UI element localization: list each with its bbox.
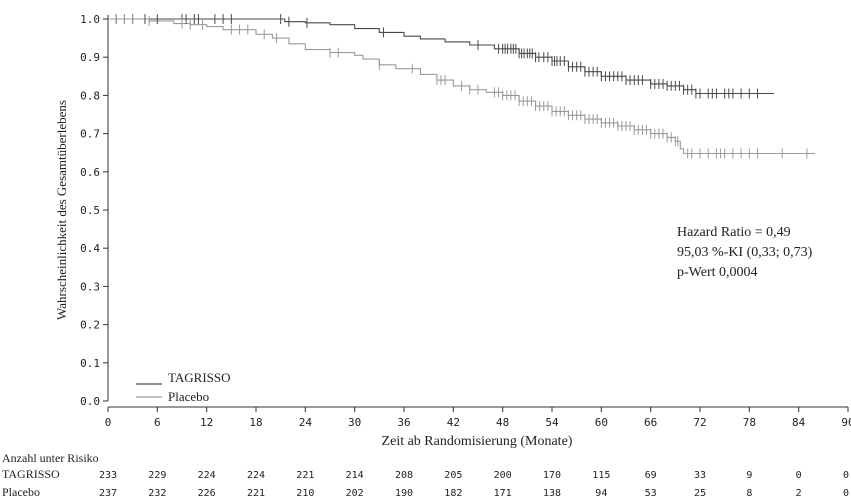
risk-count-placebo: 202 [346,488,364,499]
risk-count-placebo: 232 [148,488,166,499]
confidence-interval-text: 95,03 %-KI (0,33; 0,73) [677,245,813,260]
x-tick-label: 78 [743,416,756,429]
x-tick-label: 72 [693,416,706,429]
y-tick-label: 0.5 [80,204,100,217]
legend-label-tagrisso: TAGRISSO [168,370,231,385]
risk-count-tagrisso: 0 [843,470,849,481]
x-tick-label: 60 [595,416,608,429]
y-tick-label: 1.0 [80,13,100,26]
y-tick-label: 0.3 [80,280,100,293]
x-tick-label: 42 [447,416,460,429]
x-axis-label: Zeit ab Randomisierung (Monate) [382,434,573,449]
x-tick-label: 36 [397,416,410,429]
legend: TAGRISSO Placebo [136,370,231,404]
y-tick-label: 0.1 [80,357,100,370]
legend-label-placebo: Placebo [168,389,209,404]
risk-count-tagrisso: 233 [99,470,117,481]
risk-count-placebo: 226 [198,488,216,499]
risk-count-tagrisso: 229 [148,470,166,481]
risk-count-tagrisso: 224 [247,470,265,481]
risk-count-tagrisso: 69 [645,470,657,481]
risk-count-tagrisso: 200 [494,470,512,481]
risk-count-placebo: 237 [99,488,117,499]
risk-count-tagrisso: 9 [746,470,752,481]
x-tick-label: 54 [545,416,559,429]
x-tick-label: 0 [105,416,112,429]
risk-count-placebo: 171 [494,488,512,499]
y-tick-label: 0.0 [80,395,100,408]
risk-table-title: Anzahl unter Risiko [2,451,99,465]
stats-annotation: Hazard Ratio = 0,49 95,03 %-KI (0,33; 0,… [677,225,813,280]
risk-count-tagrisso: 224 [198,470,216,481]
x-tick-label: 6 [154,416,161,429]
y-tick-label: 0.2 [80,319,100,332]
risk-count-tagrisso: 214 [346,470,364,481]
risk-count-placebo: 8 [746,488,752,499]
y-tick-label: 0.4 [80,242,100,255]
risk-count-tagrisso: 115 [592,470,610,481]
x-tick-label: 48 [496,416,509,429]
y-tick-label: 0.9 [80,51,100,64]
hazard-ratio-text: Hazard Ratio = 0,49 [677,225,791,240]
risk-count-tagrisso: 33 [694,470,706,481]
risk-count-placebo: 94 [595,488,607,499]
y-tick-label: 0.6 [80,166,100,179]
y-axis-label: Wahrscheinlichkeit des Gesamtüberlebens [54,100,69,320]
x-tick-label: 18 [249,416,262,429]
risk-count-placebo: 0 [843,488,849,499]
risk-count-placebo: 221 [247,488,265,499]
risk-count-tagrisso: 208 [395,470,413,481]
risk-count-tagrisso: 170 [543,470,561,481]
plot-frame [107,15,848,408]
y-tick-label: 0.7 [80,128,100,141]
x-tick-label: 84 [792,416,806,429]
risk-count-placebo: 210 [296,488,314,499]
x-tick-label: 90 [841,416,851,429]
x-tick-label: 12 [200,416,213,429]
p-value-text: p-Wert 0,0004 [677,265,758,280]
risk-count-placebo: 25 [694,488,706,499]
x-axis: 0 6 12 18 24 30 36 42 48 54 60 66 72 78 84 90 [105,407,851,429]
risk-count-tagrisso: 0 [796,470,802,481]
risk-count-tagrisso: 205 [444,470,462,481]
risk-count-placebo: 2 [796,488,802,499]
risk-count-placebo: 190 [395,488,413,499]
censor-layer [115,14,808,159]
risk-row-label: TAGRISSO [2,467,60,481]
risk-table: Anzahl unter Risiko TAGRISSO 233 229 224 224… [2,451,849,499]
y-tick-label: 0.8 [80,89,100,102]
x-tick-label: 66 [644,416,657,429]
x-tick-label: 24 [299,416,313,429]
risk-count-placebo: 182 [444,488,462,499]
y-axis: 0.0 0.1 0.2 0.3 0.4 0.5 0.6 0.7 0.8 0.9 1.0 [80,13,108,408]
x-tick-label: 30 [348,416,361,429]
risk-count-tagrisso: 221 [296,470,314,481]
risk-count-placebo: 53 [645,488,657,499]
risk-row-label: Placebo [2,485,40,499]
risk-count-placebo: 138 [543,488,561,499]
